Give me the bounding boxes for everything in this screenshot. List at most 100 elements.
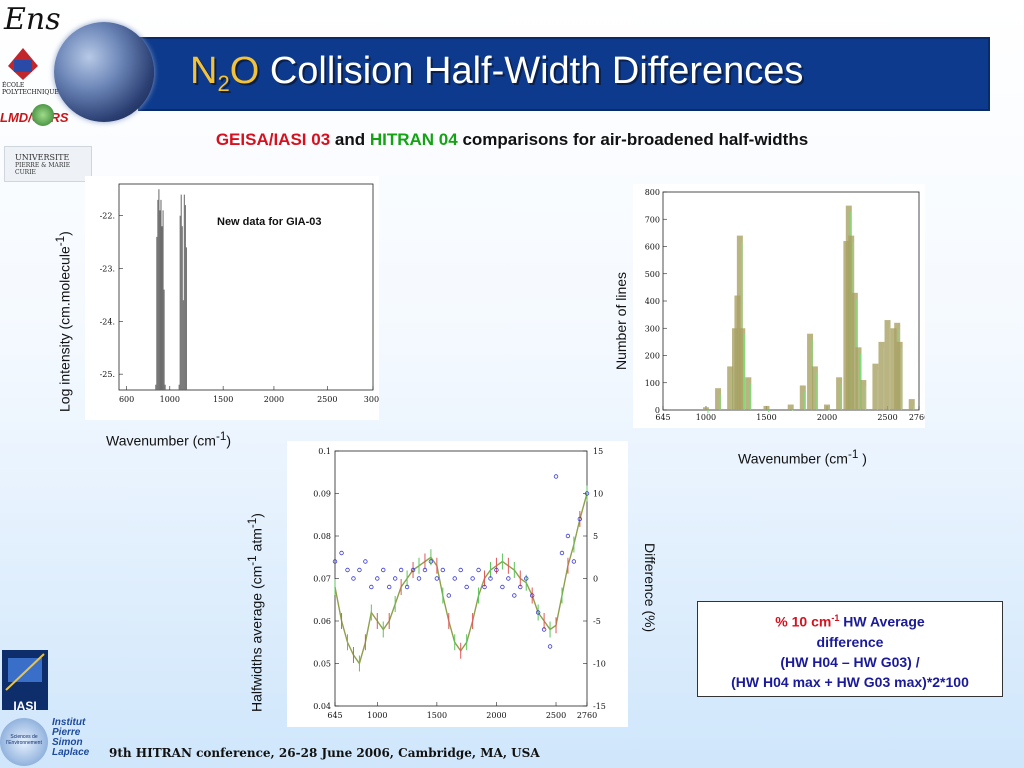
histogram-bar	[807, 333, 814, 410]
difference-point	[464, 584, 469, 590]
right-chart-panel: 6451000150020002500276080070060050040030…	[633, 184, 929, 428]
x-tick-label: 645	[655, 413, 670, 422]
difference-point	[535, 610, 541, 615]
polytechnique-logo: ÉCOLE POLYTECHNIQUE	[2, 82, 59, 96]
y2-tick-label: 5	[593, 532, 598, 541]
y-tick-label: -23.	[100, 265, 115, 274]
x-tick-label: 2000	[817, 413, 837, 422]
histogram-bar	[715, 388, 722, 410]
difference-point	[404, 584, 410, 590]
ens-logo: Ens	[4, 2, 61, 37]
difference-point	[488, 576, 493, 581]
slide-title: N2O Collision Half-Width Differences	[190, 50, 803, 97]
histogram-bar	[739, 328, 746, 410]
right-chart-ylabel: Number of lines	[613, 271, 629, 370]
histogram-bar	[811, 366, 818, 410]
x-tick-label: 1500	[213, 395, 233, 404]
histogram-bar	[702, 407, 709, 410]
y-tick-label: -24.	[100, 317, 115, 326]
difference-point	[565, 533, 571, 539]
difference-point	[524, 576, 529, 581]
satellite-icon	[5, 653, 45, 691]
histogram-bar	[890, 328, 897, 410]
histogram-bar	[855, 347, 862, 410]
right-chart-svg: 6451000150020002500276080070060050040030…	[645, 188, 929, 422]
y-tick-label: -25.	[100, 370, 115, 379]
difference-point	[410, 567, 416, 573]
title-formula: N2O	[190, 50, 260, 96]
histogram-bar	[745, 377, 752, 410]
x-tick-label: 645	[327, 711, 342, 720]
x-tick-label: 1000	[367, 711, 387, 720]
left-chart-ylabel: Log intensity (cm.molecule-1)	[54, 231, 73, 412]
difference-point	[452, 576, 457, 581]
x-tick-label: 2000	[264, 395, 284, 404]
halfwidth-series-line	[334, 493, 588, 666]
note-line-2: difference	[816, 633, 884, 650]
difference-point	[416, 576, 422, 581]
difference-point	[512, 593, 517, 598]
histogram-bar	[799, 385, 806, 410]
y-tick-label: 0.08	[313, 532, 331, 541]
bottom-chart-ylabel: Halfwidths average (cm-1 atm-1)	[246, 513, 265, 712]
y-tick-label: 200	[645, 352, 660, 361]
histogram-bar	[824, 404, 831, 410]
difference-point	[559, 550, 565, 556]
x-tick-label: 2500	[317, 395, 337, 404]
y-tick-label: 300	[645, 324, 660, 333]
y-tick-label: 700	[645, 215, 660, 224]
left-chart-panel: 600 1000 1500 2000 2500 300(-22. -23. -24. -25.	[85, 176, 382, 420]
y2-tick-label: -10	[593, 660, 606, 669]
difference-point	[458, 567, 463, 573]
polytechnique-emblem-icon	[6, 46, 40, 82]
histogram-bar	[848, 235, 855, 410]
y-tick-label: -22.	[100, 212, 115, 221]
y-tick-label: 0.06	[313, 617, 331, 626]
right-chart-xlabel: Wavenumber (cm-1 )	[738, 448, 867, 467]
y-tick-label: 600	[645, 243, 660, 252]
difference-point	[553, 474, 559, 479]
difference-point	[529, 593, 535, 598]
difference-point	[494, 567, 499, 573]
difference-point	[500, 584, 505, 590]
difference-point	[440, 567, 446, 573]
plot-frame	[334, 450, 588, 707]
formula-note-box: % 10 cm-1 HW Average difference (HW H04 …	[697, 601, 1003, 697]
difference-point	[518, 584, 523, 590]
slide-subtitle: GEISA/IASI 03 and HITRAN 04 comparisons …	[215, 130, 809, 149]
y-tick-label: 0.09	[313, 490, 331, 499]
histogram-bar	[896, 341, 903, 410]
y-tick-label: 0.1	[318, 447, 331, 456]
left-chart-svg: 600 1000 1500 2000 2500 300(-22. -23. -24. -25.	[100, 183, 382, 404]
difference-point	[470, 576, 475, 581]
difference-point	[446, 593, 451, 598]
histogram-bar	[884, 320, 891, 410]
x-tick-label: 1000	[160, 395, 180, 404]
bottom-chart-panel: 645 1000 1500 2000 2500 2760 0.1 0.09 0.08 0.07 0.…	[287, 441, 628, 727]
difference-point	[476, 567, 481, 573]
x-tick-label: 1000	[696, 413, 716, 422]
y2-tick-label: -15	[593, 702, 606, 711]
histogram-bar	[878, 341, 885, 410]
title-text: Collision Half-Width Differences	[269, 50, 804, 92]
difference-point	[547, 644, 553, 649]
difference-point	[363, 559, 368, 564]
difference-point	[482, 584, 487, 590]
y-tick-label: 0.07	[313, 575, 331, 584]
difference-point	[332, 559, 338, 564]
difference-point	[351, 576, 356, 581]
y-tick-label: 800	[645, 188, 660, 197]
difference-point	[428, 559, 434, 564]
upmc-logo: UNIVERSITE PIERRE & MARIE CURIE	[4, 146, 92, 182]
difference-point	[345, 567, 350, 573]
note-line-4: (HW H04 max + HW G03 max)*2*100	[731, 673, 969, 690]
bottom-chart-y2label: Difference (%)	[642, 543, 658, 633]
left-chart-annotation: New data for GIA-03	[217, 216, 322, 228]
histogram-bar	[872, 363, 879, 410]
difference-point	[571, 559, 577, 564]
y-tick-label: 0.04	[313, 702, 331, 711]
note-line-1: % 10 cm-1 HW Average	[775, 613, 925, 630]
difference-point	[577, 516, 583, 522]
x-tick-label: 2500	[546, 711, 566, 720]
difference-point	[381, 567, 386, 573]
